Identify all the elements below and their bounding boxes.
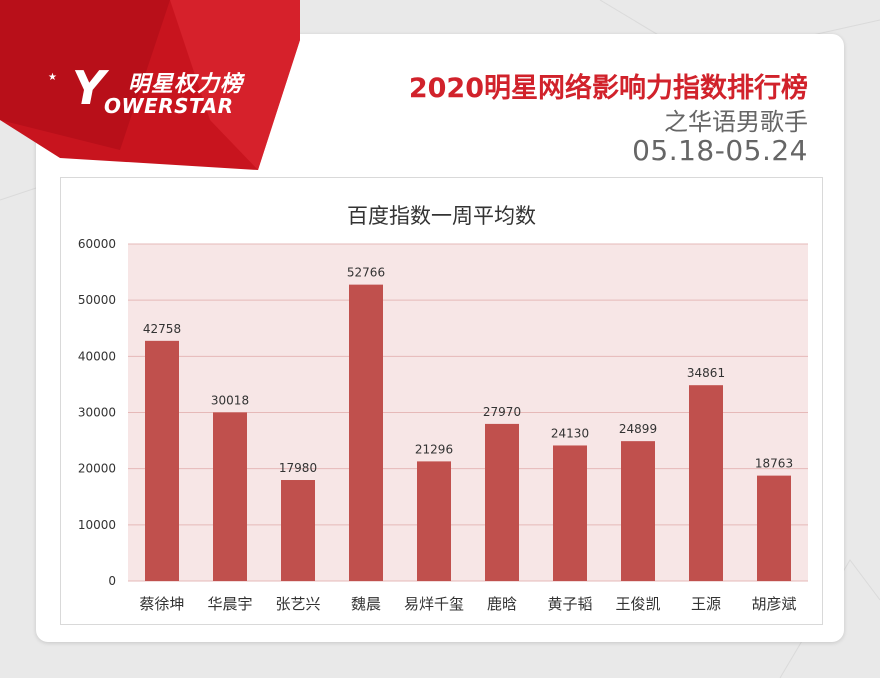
date-range: 05.18-05.24 — [632, 134, 808, 167]
y-tick-label: 30000 — [78, 406, 116, 420]
y-tick-label: 50000 — [78, 293, 116, 307]
bar — [757, 475, 791, 581]
page-title: 2020明星网络影响力指数排行榜 — [408, 73, 808, 104]
bar — [689, 385, 723, 581]
y-tick-label: 0 — [108, 574, 116, 588]
bar — [213, 412, 247, 581]
bar — [281, 480, 315, 581]
data-label: 34861 — [687, 366, 725, 380]
bar — [349, 284, 383, 581]
bar — [417, 461, 451, 581]
brand-ribbon — [0, 0, 300, 170]
x-tick-label: 张艺兴 — [275, 595, 320, 613]
data-label: 17980 — [279, 461, 317, 475]
y-tick-label: 40000 — [78, 349, 116, 363]
bar — [553, 445, 587, 581]
chart-title: 百度指数一周平均数 — [347, 204, 536, 228]
chart-frame: 百度指数一周平均数 0 10000 20000 30000 40000 50000 6000… — [60, 177, 823, 625]
y-tick-label: 10000 — [78, 518, 116, 532]
x-tick-label: 魏晨 — [351, 595, 381, 613]
bar — [145, 340, 179, 581]
x-tick-label: 胡彦斌 — [751, 595, 796, 613]
x-tick-label: 华晨宇 — [207, 595, 252, 613]
x-tick-label: 易烊千玺 — [404, 595, 464, 613]
data-label: 27970 — [483, 405, 521, 419]
page-subtitle: 之华语男歌手 — [664, 108, 808, 136]
x-tick-label: 王俊凯 — [615, 595, 660, 613]
logo-letter: Y — [72, 61, 106, 115]
data-label: 24899 — [619, 422, 657, 436]
x-tick-label: 蔡徐坤 — [139, 595, 184, 613]
data-label: 18763 — [755, 457, 793, 471]
logo-chinese: 明星权力榜 — [128, 72, 244, 97]
data-label: 21296 — [415, 442, 453, 456]
bar — [621, 441, 655, 581]
bar — [485, 423, 519, 581]
y-tick-label: 60000 — [78, 237, 116, 251]
star-icon: ★ — [48, 72, 57, 83]
x-tick-label: 黄子韬 — [547, 595, 592, 613]
data-label: 24130 — [551, 426, 589, 440]
logo-english: OWERSTAR — [104, 94, 234, 118]
data-label: 30018 — [211, 393, 249, 407]
bar-chart: 0 10000 20000 30000 40000 50000 60000 42758 蔡徐坤 3… — [78, 237, 808, 613]
y-tick-label: 20000 — [78, 462, 116, 476]
x-tick-label: 王源 — [691, 595, 721, 613]
x-tick-label: 鹿晗 — [487, 595, 517, 613]
data-label: 42758 — [143, 322, 181, 336]
data-label: 52766 — [347, 266, 385, 280]
